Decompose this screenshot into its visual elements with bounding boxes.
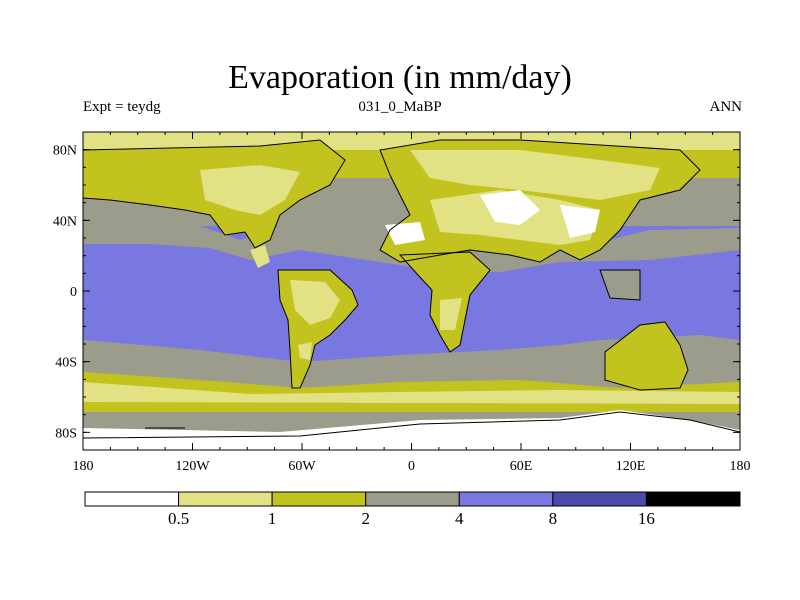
y-tick-label: 80N bbox=[53, 144, 77, 159]
colorbar-swatch bbox=[178, 491, 273, 507]
x-axis: 180 120W 60W 0 60E 120E 180 bbox=[73, 132, 751, 474]
plot-title: Evaporation (in mm/day) bbox=[228, 59, 572, 96]
x-tick-label: 60W bbox=[288, 459, 316, 474]
colorbar-swatch bbox=[365, 491, 460, 507]
y-axis: 80N 40N 0 40S 80S bbox=[53, 144, 740, 441]
desert-region-1 bbox=[480, 190, 540, 225]
colorbar-swatch bbox=[271, 491, 367, 507]
y-tick-label: 40N bbox=[53, 214, 77, 229]
period-label: 031_0_MaBP bbox=[358, 99, 442, 115]
colorbar-level-label: 4 bbox=[455, 509, 464, 528]
y-tick-label: 0 bbox=[70, 285, 77, 300]
colorbar-level-label: 2 bbox=[361, 509, 370, 528]
coastlines bbox=[83, 139, 740, 439]
x-tick-label: 120E bbox=[616, 459, 646, 474]
experiment-label: Expt = teydg bbox=[83, 99, 161, 115]
evaporation-field bbox=[83, 132, 740, 450]
x-tick-label: 0 bbox=[408, 459, 415, 474]
colorbar-swatch bbox=[458, 491, 554, 507]
australia bbox=[605, 322, 688, 390]
y-tick-label: 40S bbox=[55, 356, 77, 371]
colorbar-swatch bbox=[552, 491, 647, 507]
antarctica bbox=[83, 410, 740, 450]
colorbar-level-label: 8 bbox=[549, 509, 558, 528]
colorbar-level-label: 16 bbox=[638, 509, 655, 528]
colorbar-level-label: 1 bbox=[268, 509, 277, 528]
colorbar-swatch bbox=[84, 491, 180, 507]
x-tick-label: 60E bbox=[510, 459, 533, 474]
colorbar-level-label: 0.5 bbox=[168, 509, 189, 528]
colorbar: 0.5 1 2 4 8 16 bbox=[84, 491, 741, 528]
y-tick-label: 80S bbox=[55, 426, 77, 441]
season-label: ANN bbox=[709, 99, 743, 115]
colorbar-swatch bbox=[645, 491, 741, 507]
x-tick-label: 120W bbox=[175, 459, 210, 474]
x-tick-label: 180 bbox=[73, 459, 94, 474]
x-tick-label: 180 bbox=[730, 459, 751, 474]
